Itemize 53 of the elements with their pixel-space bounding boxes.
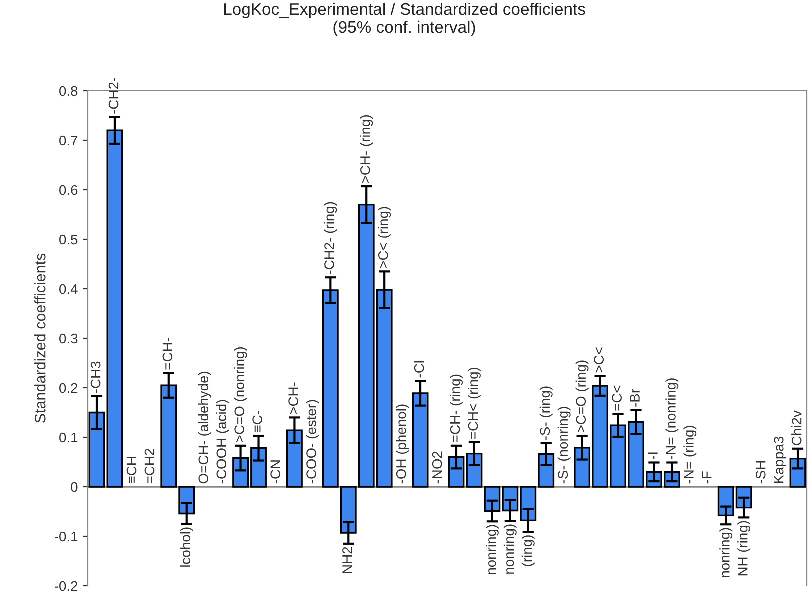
y-tick-label: 0.6	[60, 185, 78, 196]
x-tick-label: O=CH- (aldehyde)	[198, 372, 212, 484]
x-tick-label: nonring)	[486, 525, 499, 574]
y-tick-label: 0	[71, 482, 78, 492]
x-tick-label: -Br	[630, 389, 640, 407]
x-tick-label: -Cl	[414, 361, 424, 378]
x-tick-label: -N= (ring)	[684, 426, 697, 484]
x-tick-label: >C< (ring)	[378, 207, 392, 268]
x-tick-label: nonring)	[504, 524, 517, 574]
x-tick-label: NH (ring)	[738, 521, 751, 576]
x-tick-label: -SH	[756, 461, 766, 484]
x-tick-label: =CH2	[144, 449, 155, 484]
x-tick-label: -I	[648, 452, 658, 460]
x-tick-label: Chi2v	[792, 410, 802, 446]
x-tick-label: -CN	[270, 460, 280, 484]
y-axis-title: Standardized coefficients	[34, 254, 46, 424]
x-tick-label: -CH2-	[108, 78, 119, 114]
x-tick-label: >C=O (ring)	[576, 360, 589, 433]
x-tick-label: (ring)	[522, 536, 535, 566]
x-tick-label: -S- (nonring)	[558, 407, 571, 484]
y-tick-label: 0.4	[60, 284, 78, 294]
x-tick-label: -F	[702, 472, 712, 484]
x-tick-label: nonring)	[720, 528, 733, 578]
x-tick-label: Kappa3	[774, 436, 787, 484]
x-tick-label: ≡CH	[126, 457, 137, 484]
x-tick-label: -S- (ring)	[540, 386, 553, 440]
x-tick-label: ≡C-	[252, 411, 262, 433]
x-tick-label: -OH (phenol)	[396, 404, 410, 484]
x-tick-label: =CH- (ring)	[450, 374, 463, 442]
x-tick-label: =CH< (ring)	[468, 368, 481, 439]
x-tick-label: -NO2	[432, 452, 442, 484]
y-tick-label: 0.5	[60, 234, 78, 245]
x-tick-label: -N= (nonring)	[666, 378, 679, 460]
y-tick-label: -0.1	[54, 532, 78, 542]
x-tick-label: >CH- (ring)	[360, 116, 374, 184]
x-tick-label: >C=O (nonring)	[234, 348, 248, 442]
y-tick-label: 0.2	[60, 383, 78, 394]
x-tick-label: =C<	[612, 386, 622, 411]
x-tick-label: -COO- (ester)	[306, 400, 320, 484]
y-tick-label: 0.7	[60, 136, 78, 146]
chart-title: LogKoc_Experimental / Standardized coefficients (95% conf. interval)	[224, 2, 586, 36]
x-tick-label: >C<	[594, 348, 604, 373]
x-tick-label: NH2	[342, 547, 352, 574]
y-tick-label: -0.2	[54, 581, 78, 592]
x-tick-label: -CH3	[90, 362, 101, 394]
y-tick-label: 0.3	[60, 334, 78, 344]
x-tick-label: >CH-	[288, 382, 298, 414]
x-tick-label: -COOH (acid)	[216, 400, 230, 484]
x-tick-label: =CH-	[162, 338, 173, 370]
y-tick-label: 0.8	[60, 86, 78, 96]
x-tick-label: -CH2- (ring)	[324, 202, 338, 274]
x-tick-label: lcohol)	[180, 528, 194, 567]
y-tick-label: 0.1	[60, 432, 78, 443]
